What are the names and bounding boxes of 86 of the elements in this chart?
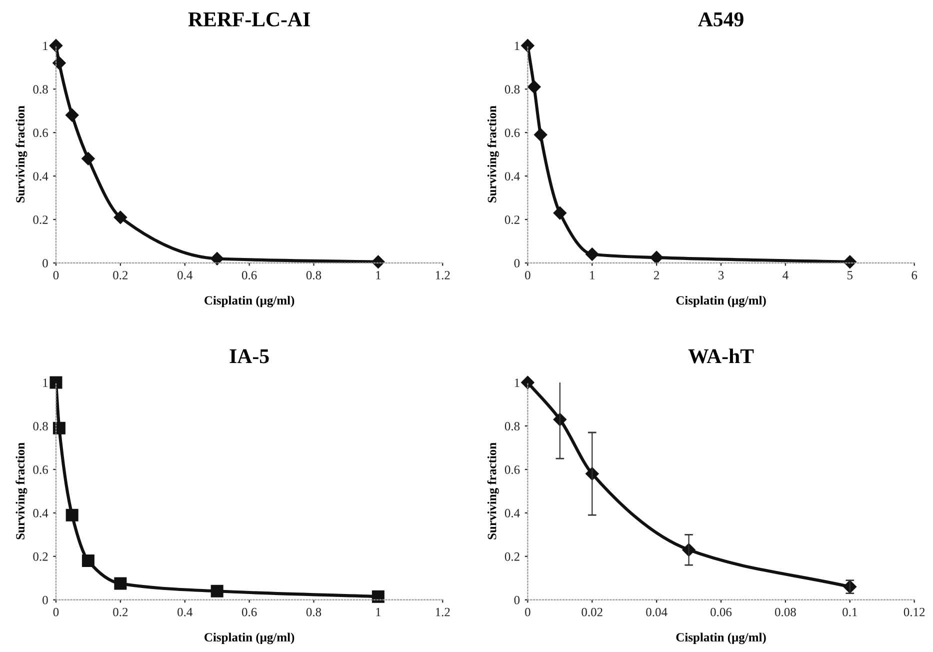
y-tick-label: 0.6 (33, 465, 48, 474)
point (114, 210, 128, 224)
point (52, 422, 66, 434)
x-tick-label: 0 (525, 608, 530, 616)
x-tick-label: 0.12 (904, 608, 925, 616)
point (372, 255, 385, 268)
y-tick-label: 0.6 (33, 128, 48, 138)
y-tick-label: 0.4 (504, 508, 520, 518)
y-tick-label: 0.6 (504, 465, 520, 474)
y-tick-label: 0 (514, 596, 520, 604)
x-tick-label: 0.4 (178, 270, 192, 280)
y-axis-title: Surviving fraction (487, 106, 499, 202)
y-tick-label: 0.4 (33, 172, 48, 181)
x-tick-label: 2 (654, 271, 660, 280)
x-tick-label: 0.8 (306, 270, 322, 280)
chart-title: A549 (698, 12, 744, 26)
y-tick-label: 0.2 (33, 552, 48, 561)
x-tick-label: 1 (590, 271, 595, 280)
x-tick-label: 1.2 (436, 608, 450, 616)
point (82, 554, 94, 567)
point (50, 376, 62, 389)
chart-title: RERF-LC-AI (188, 12, 310, 26)
y-axis-title: Surviving fraction (487, 442, 499, 540)
point (534, 128, 548, 142)
point (210, 252, 224, 266)
point (114, 577, 127, 590)
y-axis-title: Surviving fraction (16, 106, 28, 202)
point (82, 152, 95, 166)
point (521, 376, 534, 390)
y-tick-label: 0 (42, 596, 48, 604)
y-tick-label: 0.4 (33, 508, 48, 518)
x-tick-label: 1 (376, 271, 381, 280)
y-tick-label: 0.8 (504, 422, 520, 430)
x-tick-label: 0.06 (710, 608, 732, 616)
point (210, 584, 224, 598)
x-tick-label: 0.2 (113, 608, 128, 616)
point (372, 590, 384, 603)
y-tick-label: 0.2 (33, 216, 48, 224)
point (66, 108, 79, 122)
y-tick-label: 0.2 (504, 552, 520, 561)
x-axis-title: Cisplatin (μg/ml) (204, 632, 294, 644)
x-tick-label: 0.2 (113, 270, 128, 280)
x-tick-label: 0 (53, 270, 59, 280)
x-axis-title: Cisplatin (μg/ml) (676, 296, 766, 308)
point (66, 508, 78, 522)
y-axis-title: Surviving fraction (16, 442, 28, 540)
x-tick-label: 1 (376, 608, 381, 616)
point (49, 39, 63, 52)
point (843, 255, 856, 268)
y-tick-label: 0.2 (504, 216, 520, 224)
y-tick-label: 1 (514, 378, 520, 387)
x-axis-title: Cisplatin (μg/ml) (676, 632, 766, 644)
point (52, 56, 66, 70)
y-tick-label: 0.8 (504, 85, 520, 94)
x-tick-label: 0 (525, 270, 530, 280)
point (586, 248, 599, 261)
y-tick-label: 0.6 (504, 128, 520, 138)
x-tick-label: 0.04 (646, 608, 668, 616)
x-tick-label: 0.6 (242, 270, 257, 280)
x-tick-label: 3 (718, 271, 724, 280)
x-tick-label: 0.08 (774, 608, 796, 616)
x-tick-label: 0.02 (582, 608, 602, 616)
y-tick-label: 0.8 (33, 85, 48, 94)
y-tick-label: 0.4 (504, 172, 520, 181)
x-tick-label: 0.1 (842, 608, 857, 616)
point (528, 80, 541, 94)
x-tick-label: 0.4 (178, 608, 192, 616)
x-tick-label: 1.2 (436, 271, 450, 280)
x-tick-label: 4 (782, 271, 788, 280)
chart-title: IA-5 (230, 349, 269, 364)
x-tick-label: 0 (53, 608, 59, 616)
y-tick-label: 0 (42, 259, 48, 268)
x-tick-label: 0.6 (242, 608, 257, 616)
y-tick-label: 1 (43, 378, 48, 387)
point (650, 250, 664, 264)
x-axis-title: Cisplatin (μg/ml) (204, 296, 294, 308)
point (553, 206, 566, 220)
point (521, 39, 534, 52)
y-tick-label: 1 (43, 42, 48, 50)
y-tick-label: 0.8 (33, 422, 48, 430)
y-tick-label: 0 (514, 259, 520, 268)
y-tick-label: 1 (514, 42, 520, 50)
x-tick-label: 5 (848, 271, 853, 280)
chart-title: WA-hT (688, 348, 754, 364)
x-tick-label: 6 (912, 271, 918, 280)
x-tick-label: 0.8 (306, 608, 322, 616)
